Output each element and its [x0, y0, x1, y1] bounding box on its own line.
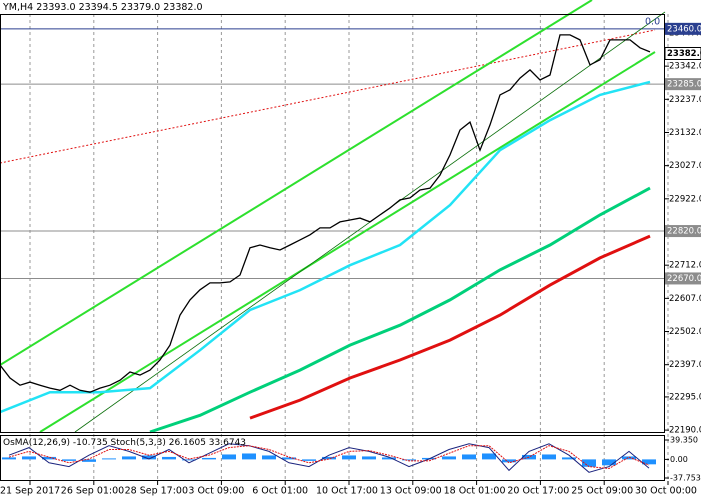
osc-tick-label: 39.350: [670, 436, 698, 445]
osma-bar: [462, 454, 476, 460]
channel-lower: [39, 51, 656, 433]
x-tick-label: 3 Oct 09:00: [188, 486, 244, 497]
x-tick-label: 13 Oct 09:00: [380, 486, 442, 497]
osma-bar: [322, 456, 336, 460]
osma-bar: [142, 455, 156, 460]
x-tick-label: 21 Sep 2017: [0, 486, 60, 497]
osma-label: OsMA(12,26,9) -10.735: [3, 438, 108, 448]
x-tick-label: 18 Oct 01:00: [444, 486, 506, 497]
price-frame: [0, 14, 665, 433]
oscillator-frame: [0, 435, 665, 481]
level-label: 22820.0: [667, 227, 701, 237]
low: 23379.0: [121, 2, 160, 13]
close: 23382.0: [163, 2, 202, 13]
x-tick-label: 30 Oct 00:00: [635, 486, 697, 497]
osma-bar: [2, 457, 16, 460]
y-tick-label: 22922.0: [669, 194, 701, 204]
osma-bar: [222, 454, 236, 460]
osma-bar: [22, 456, 36, 460]
y-tick-label: 22190.0: [669, 426, 701, 436]
current-price-box: [664, 46, 701, 60]
osma-bar: [82, 459, 96, 462]
osma-bar: [262, 455, 276, 460]
channel-upper: [0, 0, 593, 366]
y-tick-label: 23342.0: [669, 62, 701, 72]
level-label: 22670.0: [667, 274, 701, 284]
osma-bar: [342, 455, 356, 460]
y-tick-label: 23027.0: [669, 161, 701, 171]
level-box: [665, 78, 701, 91]
high: 23394.5: [79, 2, 118, 13]
moving-average: [149, 186, 651, 434]
symbol: YM,H4: [2, 2, 33, 13]
x-tick-label: 10 Oct 17:00: [316, 486, 378, 497]
osma-bar: [202, 457, 216, 460]
osma-bar: [242, 453, 256, 460]
osma-bar: [602, 459, 616, 466]
osma-bar: [302, 459, 316, 461]
grid: [0, 14, 669, 480]
level-box: [665, 22, 701, 35]
x-tick-label: 26 Sep 01:00: [61, 486, 124, 497]
osma-bar: [502, 459, 516, 463]
price-line: [0, 34, 651, 393]
stoch-signal: [8, 445, 650, 470]
trend-line: [0, 29, 656, 164]
y-tick-label: 22295.0: [669, 392, 701, 402]
y-tick-label: 22607.0: [669, 294, 701, 304]
osma-bar: [162, 456, 176, 460]
y-tick-label: 23132.0: [669, 128, 701, 138]
osma-bar: [542, 454, 556, 460]
plot: [0, 34, 656, 473]
y-tick-label: 23237.0: [669, 95, 701, 105]
osma-bar: [382, 457, 396, 460]
stoch-label: Stoch(5,3,3) 26.1605 33.6743: [111, 438, 246, 448]
y-tick-label: 22712.0: [669, 261, 701, 271]
osma-bar: [62, 459, 76, 461]
osma-bar: [362, 456, 376, 460]
moving-average: [0, 80, 651, 414]
osma-bar: [182, 459, 196, 461]
osma-bar: [402, 459, 416, 461]
level-label: 23285.0: [667, 80, 701, 90]
chart-title: YM,H4 23393.0 23394.5 23379.0 23382.0: [2, 2, 203, 13]
y-tick-label: 22502.0: [669, 327, 701, 337]
osma-bar: [582, 459, 596, 467]
osc-tick-label: 0.00: [670, 455, 688, 464]
x-tick-label: 25 Oct 09:00: [571, 486, 633, 497]
level-label: 23460.0: [667, 24, 701, 34]
osma-bar: [42, 456, 56, 460]
level-note: 0.0: [645, 17, 660, 28]
x-tick-label: 20 Oct 17:00: [507, 486, 569, 497]
stoch-main: [8, 443, 650, 473]
osma-bar: [562, 457, 576, 460]
current-price-label: 23382.0: [667, 49, 701, 59]
level-box: [665, 272, 701, 285]
osma-bar: [642, 459, 656, 465]
osma-bar: [442, 456, 456, 460]
osma-bar: [102, 458, 116, 460]
osma-bar: [122, 456, 136, 460]
osma-bar: [282, 457, 296, 460]
x-tick-label: 6 Oct 01:00: [252, 486, 308, 497]
osma-bar: [482, 453, 496, 460]
open: 23393.0: [36, 2, 75, 13]
level-box: [665, 225, 701, 238]
y-tick-label: 22397.0: [669, 360, 701, 370]
oscillator-title: OsMA(12,26,9) -10.735 Stoch(5,3,3) 26.16…: [3, 438, 246, 448]
moving-average: [249, 234, 651, 420]
osma-bar: [622, 456, 636, 460]
osc-tick-label: -37.753: [670, 474, 701, 483]
x-tick-label: 28 Sep 17:00: [125, 486, 188, 497]
